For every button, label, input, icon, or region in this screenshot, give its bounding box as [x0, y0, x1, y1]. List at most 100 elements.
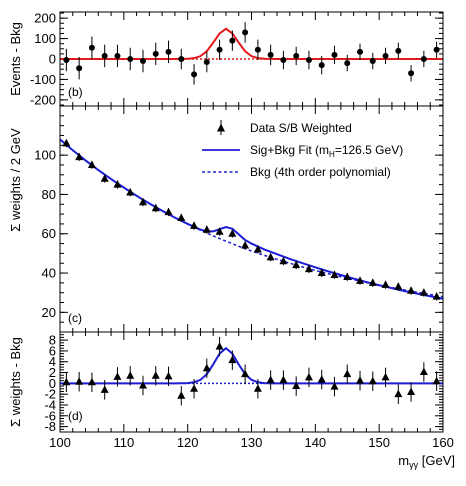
legend-label-fit-main: Sig+Bkg Fit (m: [250, 143, 329, 157]
panel-d-data-point: [241, 369, 250, 378]
panel-b-data-point: [63, 57, 70, 64]
legend-label-data: Data S/B Weighted: [250, 121, 352, 135]
panel-b-data-point: [267, 51, 274, 58]
panel-b-data-point: [395, 47, 402, 54]
panel-c-data-point: [317, 268, 326, 277]
panel-b-marks: -200 -100 0 100 200: [30, 11, 444, 107]
panel-c-data-point: [177, 213, 186, 222]
panel-d-data-point: [75, 377, 84, 385]
panel-d-data-point: [356, 376, 365, 384]
x-tick-label: 100: [49, 435, 71, 450]
panel-d-data-point: [228, 355, 237, 364]
panel-c-data-point: [126, 187, 135, 196]
panel-c-data-point: [75, 152, 84, 161]
panel-c-data-point: [419, 288, 428, 296]
panel-b: -200 -100 0 100 200 (b) Events - Bkg: [8, 11, 444, 107]
panel-c-data-point: [228, 229, 237, 237]
panel-d-data-point: [215, 342, 224, 350]
panel-c-ytick-label: 80: [42, 187, 56, 202]
panel-d-data-point: [138, 381, 147, 389]
panel-d-ytick-label: -2: [44, 387, 56, 402]
panel-d-data-point: [292, 381, 301, 390]
panel-d-data-point: [113, 372, 122, 380]
panel-b-data-point: [191, 71, 198, 78]
panel-d-data-point: [87, 377, 96, 386]
panel-b-data-point: [433, 46, 440, 53]
panel-d-data-point: [151, 371, 160, 379]
panel-d-data-point: [394, 389, 403, 398]
panel-b-ytick-label: -200: [30, 92, 56, 107]
panel-c-data-point: [381, 280, 390, 288]
panel-c-data-point: [292, 260, 301, 269]
panel-d-ytick-label: -6: [44, 408, 56, 423]
panel-d-data-point: [164, 371, 173, 380]
panel-d-data-point: [343, 369, 352, 378]
panel-d-ytick-label: -8: [44, 419, 56, 434]
panel-d-frame: [59, 331, 444, 433]
panel-c-data-point: [241, 241, 250, 249]
panel-c-data-point: [330, 270, 339, 279]
panel-b-data-point: [165, 48, 172, 55]
x-tick-label: 120: [177, 435, 199, 450]
panel-b-ylabel: Events - Bkg: [8, 22, 23, 96]
panel-b-data-point: [88, 44, 95, 51]
panel-d-label: (d): [68, 409, 83, 423]
panel-b-data-point: [357, 48, 364, 55]
x-axis-title-sub: γγ: [409, 460, 419, 470]
panel-c-data-point: [190, 221, 199, 229]
panel-d-data-point: [330, 382, 339, 390]
panel-b-data-point: [369, 58, 376, 65]
panel-b-data-point: [229, 37, 236, 44]
panel-c-data-point: [394, 282, 403, 290]
panel-b-data-point: [420, 56, 427, 62]
panel-c-data-point: [407, 286, 416, 294]
panel-c-ytick-label: 40: [42, 266, 56, 281]
panel-c-ylabel: Σ weights / 2 GeV: [8, 128, 23, 232]
panel-c-curve-sig-bkg-fit: [59, 138, 444, 300]
x-axis-title-main: m: [398, 453, 409, 468]
panel-b-data-point: [216, 46, 223, 53]
legend-label-fit-sub: H: [329, 150, 335, 159]
panel-d-data-point: [177, 391, 186, 399]
panel-c-ytick-label: 60: [42, 226, 56, 241]
panel-c-ytick-label: 20: [42, 305, 56, 320]
x-tick-label: 140: [304, 435, 326, 450]
panel-d-data-point: [126, 371, 135, 379]
x-tick-label: 150: [368, 435, 390, 450]
panel-d-ytick-label: 8: [49, 333, 56, 348]
panel-d-data-point: [62, 377, 71, 386]
x-axis-title: mγγ [GeV]: [398, 453, 455, 470]
panel-b-data-point: [280, 57, 287, 64]
panel-c-data-point: [368, 278, 377, 286]
panel-c-data-point: [62, 138, 71, 147]
panel-b-data-point: [114, 52, 121, 59]
panel-b-ytick-label: 100: [34, 31, 56, 46]
x-axis-title-suffix: [GeV]: [418, 453, 455, 468]
panel-d-ylabel: Σ weights - Bkg: [8, 337, 23, 427]
panel-d-data-point: [432, 376, 441, 385]
legend-label-fit: Sig+Bkg Fit (mH=126.5 GeV): [250, 143, 403, 159]
panel-d-data-point: [304, 372, 313, 381]
panel-b-data-point: [152, 50, 159, 57]
panel-d-data-point: [407, 387, 416, 395]
panel-b-data-point: [293, 52, 300, 59]
panel-b-data-point: [101, 52, 108, 59]
x-tick-label: 110: [113, 435, 134, 450]
panel-c-data-point: [202, 225, 211, 233]
panel-c-data-point: [432, 292, 441, 300]
x-tick-labels: 100 110 120 130 140 150 160: [49, 435, 454, 450]
panel-c-data-point: [113, 180, 122, 188]
panel-b-label: (b): [68, 85, 83, 99]
panel-b-data-point: [344, 60, 351, 67]
panel-b-data-point: [331, 51, 338, 58]
panel-b-data-point: [203, 59, 210, 66]
panel-b-ytick-label: -100: [30, 72, 56, 87]
legend-label-bkg: Bkg (4th order polynomial): [250, 165, 391, 179]
panel-b-data-point: [254, 46, 261, 53]
panel-c-frame: [59, 105, 444, 333]
panel-d-data-point: [100, 385, 109, 393]
panel-c-label: (c): [68, 311, 82, 325]
panel-d-ytick-label: 4: [49, 354, 56, 369]
panel-d-ytick-label: 6: [49, 343, 56, 358]
